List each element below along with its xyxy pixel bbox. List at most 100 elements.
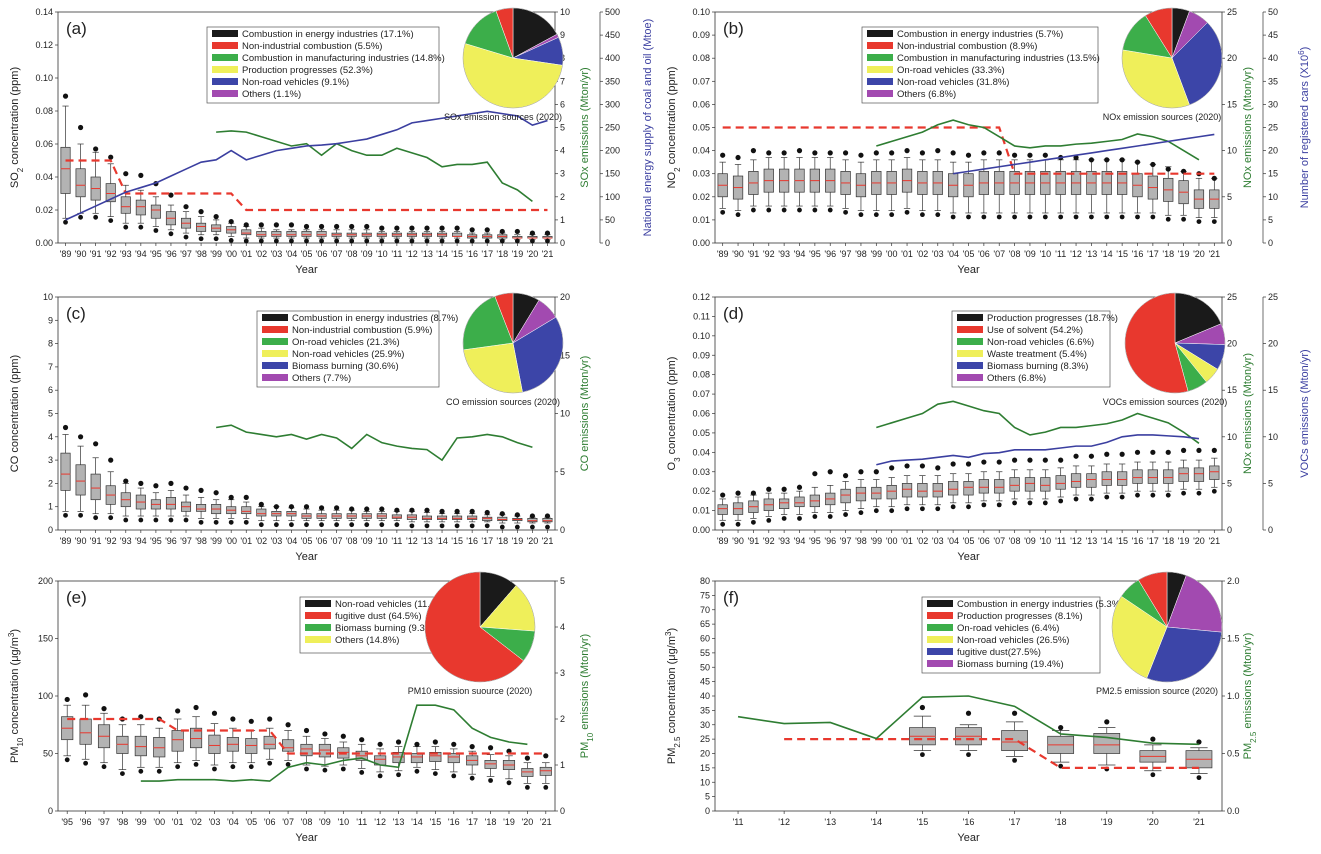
- y-axis-label: O3 concentration (ppm): [666, 357, 682, 471]
- x-tick-label: '17: [481, 536, 493, 546]
- x-tick-label: '14: [870, 817, 882, 827]
- box-iqr: [318, 743, 331, 758]
- y2-tick-label: 2: [560, 714, 565, 724]
- x-tick-label: '21: [542, 249, 554, 259]
- box-outlier: [183, 204, 189, 210]
- box-iqr: [1178, 467, 1189, 482]
- box-outlier: [1135, 214, 1140, 220]
- box-outlier: [781, 486, 787, 492]
- y2-tick-label: 1: [560, 760, 565, 770]
- box-outlier: [484, 227, 490, 233]
- box-outlier: [1011, 457, 1018, 463]
- x-tick-label: '99: [210, 536, 222, 546]
- box-outlier: [1012, 214, 1017, 220]
- box-outlier: [334, 522, 340, 528]
- box-outlier: [258, 238, 264, 244]
- box-outlier: [396, 772, 401, 778]
- box-outlier: [1042, 152, 1048, 158]
- x-tick-label: '08: [301, 817, 313, 827]
- box-iqr: [1024, 477, 1036, 492]
- box-outlier: [889, 150, 895, 156]
- panel-label: (c): [66, 304, 86, 323]
- panel-f: 0 5 10 15 20 25 30 35 40 45 50 55 60 65 70 75 80 0.0 0.5 1.…: [664, 571, 1258, 844]
- x-tick-label: '96: [165, 536, 177, 546]
- panel-e: 0 50 100 150 200 0 1 2 3 4 5 '95 '96 '97 '98 '99 '00 '01 '…: [7, 571, 595, 844]
- y-tick-label: 9: [48, 315, 53, 325]
- box-iqr: [245, 738, 258, 754]
- x-tick-label: '02: [917, 536, 929, 546]
- y2-tick-label: 10: [560, 409, 570, 419]
- y2-tick-label: 5: [1227, 478, 1232, 488]
- legend-swatch: [867, 90, 893, 97]
- legend: Combustion in energy industries (17.1%)N…: [206, 26, 445, 104]
- legend-swatch: [262, 362, 288, 369]
- box-outlier: [379, 506, 385, 512]
- box-outlier: [966, 752, 971, 758]
- legend-swatch: [212, 30, 238, 37]
- y2-tick-label: 5: [560, 576, 565, 586]
- x-tick-label: '89: [60, 249, 72, 259]
- y2-tick-label: 10: [560, 7, 570, 17]
- box-outlier: [766, 207, 772, 213]
- y-tick-label: 75: [700, 590, 710, 600]
- box-iqr: [120, 196, 131, 214]
- x-tick-label: '20: [1193, 249, 1205, 259]
- panel-a: 0.00 0.02 0.04 0.06 0.08 0.10 0.12 0.14 0 1 2 3 4 5 6 7…: [9, 7, 654, 276]
- box-outlier: [996, 214, 1002, 220]
- box-outlier: [63, 512, 68, 518]
- box-outlier: [1073, 496, 1079, 502]
- pie-chart: NOx emission sources (2020): [1103, 7, 1223, 122]
- y3-tick-label: 20: [1268, 146, 1278, 156]
- box-iqr: [521, 768, 534, 777]
- legend-entry: Combustion in energy industries (5.3%): [957, 599, 1123, 610]
- legend-entry: Non-road vehicles (9.1%): [242, 77, 349, 88]
- x-axis-label: Year: [957, 551, 980, 563]
- y-axis-label-close: ): [666, 628, 678, 632]
- y-tick-label: 200: [38, 576, 53, 586]
- x-tick-label: '14: [436, 536, 448, 546]
- box-iqr: [794, 496, 805, 508]
- y-axis-label-m: m: [9, 637, 21, 646]
- x-tick-label: '05: [245, 817, 257, 827]
- x-tick-label: '15: [1116, 536, 1128, 546]
- y-axis-label-sub: 2.5: [673, 736, 682, 748]
- x-tick-label: '90: [732, 536, 744, 546]
- box-outlier: [919, 150, 926, 156]
- box-outlier: [228, 519, 234, 525]
- box-iqr: [497, 516, 508, 522]
- y3-axis-label-part: VOCs emissions (Mton/yr): [1299, 349, 1311, 477]
- box-iqr: [963, 481, 974, 496]
- y-tick-label: 0.06: [692, 99, 710, 109]
- standard-line: [784, 738, 1199, 769]
- box-outlier: [414, 741, 420, 747]
- box-outlier: [781, 150, 787, 156]
- legend-entry: Non-road vehicles (6.6%): [987, 337, 1094, 348]
- box-outlier: [524, 785, 530, 790]
- x-tick-label: '02: [255, 536, 267, 546]
- panel-label: (b): [723, 19, 744, 38]
- y2-tick-label: 10: [1227, 146, 1237, 156]
- legend-swatch: [957, 350, 983, 357]
- y3-axis-label: National energy supply of coal and oil (…: [642, 19, 654, 237]
- y2-tick-label: 10: [1227, 432, 1237, 442]
- y-axis-label-part: concentration (μg/: [666, 644, 678, 736]
- box-outlier: [1165, 216, 1171, 222]
- box-outlier: [183, 517, 189, 523]
- y-tick-label: 0.07: [692, 389, 710, 399]
- y3-tick-label: 5: [1268, 215, 1273, 225]
- box-outlier: [1089, 214, 1094, 220]
- legend-swatch: [927, 624, 953, 631]
- x-tick-label: '89: [60, 536, 72, 546]
- box-outlier: [920, 752, 925, 758]
- y-tick-label: 0.06: [35, 139, 53, 149]
- box-iqr: [1117, 471, 1128, 486]
- box-outlier: [93, 441, 99, 447]
- y2-tick-label: 5: [560, 123, 565, 133]
- y-tick-label: 0.08: [692, 53, 710, 63]
- legend-swatch: [212, 42, 238, 49]
- x-tick-label: '96: [824, 536, 836, 546]
- x-tick-label: '13: [1086, 536, 1098, 546]
- legend-swatch: [927, 612, 953, 619]
- box-outlier: [123, 171, 129, 177]
- x-tick-label: '89: [717, 536, 729, 546]
